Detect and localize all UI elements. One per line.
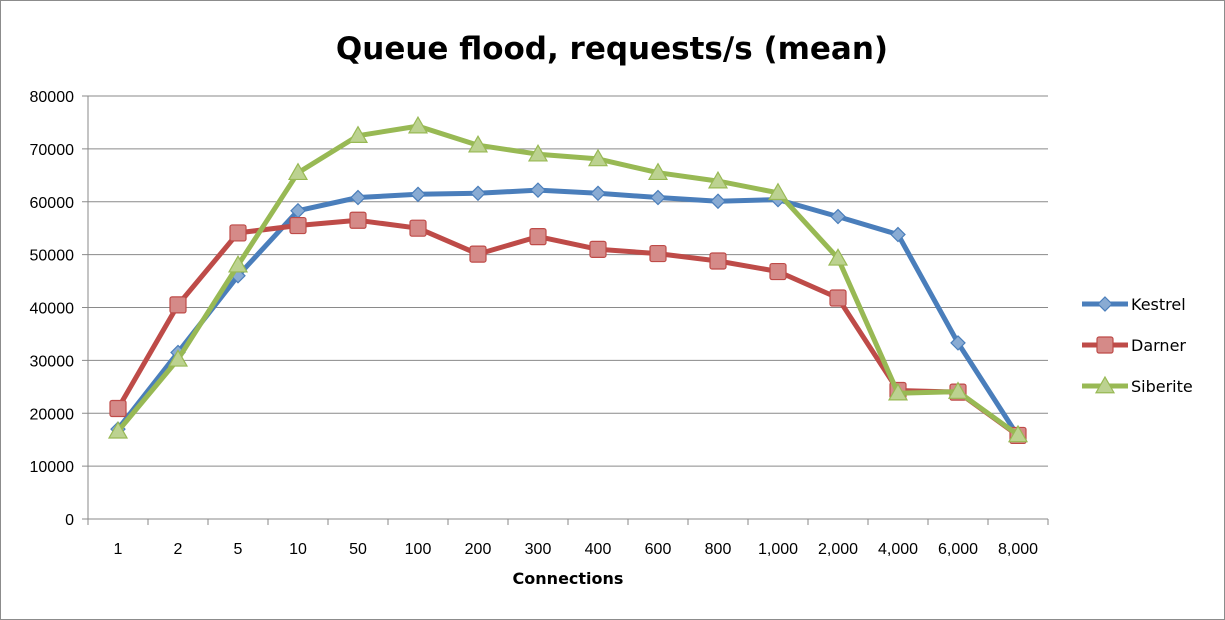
data-point-siberite	[227, 254, 249, 273]
x-axis-ticks: 1 2 5 10 50 100 200 300 400 600 800 1,000 2,000 4,000…	[114, 541, 1039, 558]
x-tick-label: 400	[585, 541, 612, 558]
data-point-darner	[469, 245, 487, 263]
data-point-siberite	[527, 143, 549, 162]
legend-marker	[1097, 296, 1113, 312]
series-siberite	[107, 115, 1029, 443]
data-point-kestrel	[650, 189, 666, 206]
legend: Kestrel Darner Siberite	[1082, 295, 1193, 396]
data-point-kestrel	[350, 189, 366, 206]
data-point-siberite	[767, 182, 789, 201]
data-point-kestrel	[830, 208, 846, 225]
x-tick-label: 10	[289, 541, 307, 558]
data-point-darner	[229, 224, 247, 242]
legend-label: Kestrel	[1131, 295, 1186, 314]
data-point-siberite	[587, 148, 609, 167]
y-tick-label: 60000	[30, 195, 75, 212]
y-tick-label: 70000	[30, 142, 75, 159]
data-point-darner	[829, 289, 847, 307]
series-kestrel	[110, 182, 1026, 444]
data-point-siberite	[167, 349, 189, 367]
x-tick-label: 6,000	[938, 541, 978, 558]
data-point-kestrel	[530, 182, 546, 198]
x-tick-label: 2	[174, 541, 183, 558]
data-point-siberite	[107, 421, 129, 439]
data-point-darner	[409, 219, 427, 237]
x-tick-label: 300	[525, 541, 552, 558]
y-tick-label: 10000	[30, 459, 75, 476]
series-line-darner	[115, 217, 1020, 438]
data-point-siberite	[827, 248, 849, 266]
legend-label: Siberite	[1131, 377, 1193, 396]
series-group	[107, 115, 1029, 445]
data-point-kestrel	[470, 185, 486, 202]
data-point-kestrel	[890, 226, 906, 243]
y-tick-label: 0	[65, 512, 74, 529]
y-tick-label: 80000	[30, 89, 75, 106]
y-tick-label: 30000	[30, 353, 75, 370]
data-point-siberite	[887, 382, 909, 401]
gridlines	[88, 95, 1048, 467]
data-point-siberite	[707, 170, 729, 189]
legend-marker	[1096, 336, 1114, 354]
data-point-kestrel	[950, 335, 966, 351]
x-tick-label: 200	[465, 541, 492, 558]
x-tick-label: 1,000	[758, 541, 798, 558]
data-point-siberite	[287, 162, 309, 181]
x-tick-label: 100	[405, 541, 432, 558]
legend-item-kestrel: Kestrel	[1082, 295, 1186, 314]
data-point-siberite	[347, 125, 369, 144]
y-tick-label: 20000	[30, 406, 75, 423]
data-point-kestrel	[710, 193, 726, 210]
data-point-siberite	[1007, 424, 1029, 443]
x-tick-label: 50	[349, 541, 367, 558]
axes	[82, 95, 1049, 525]
legend-marker	[1094, 375, 1116, 394]
data-point-siberite	[467, 134, 489, 153]
data-point-siberite	[947, 381, 969, 399]
data-point-darner	[529, 228, 547, 246]
data-point-darner	[769, 262, 787, 281]
data-point-siberite	[407, 115, 429, 134]
x-tick-label: 800	[705, 541, 732, 558]
x-tick-label: 8,000	[998, 541, 1038, 558]
legend-label: Darner	[1131, 336, 1186, 355]
series-line-siberite	[116, 123, 1020, 437]
x-tick-label: 5	[234, 541, 243, 558]
data-point-darner	[349, 211, 367, 229]
data-point-darner	[109, 399, 127, 418]
y-tick-label: 40000	[30, 301, 75, 318]
data-point-darner	[589, 240, 607, 258]
data-point-darner	[709, 252, 727, 270]
y-tick-label: 50000	[30, 248, 75, 265]
data-point-darner	[289, 216, 307, 235]
chart-title: Queue flood, requests/s (mean)	[336, 31, 888, 67]
y-axis-ticks: 0 10000 20000 30000 40000 50000 60000 70000 8000…	[30, 89, 75, 529]
x-tick-label: 600	[645, 541, 672, 558]
data-point-darner	[169, 296, 187, 314]
data-point-kestrel	[590, 185, 606, 202]
series-line-kestrel	[116, 187, 1021, 438]
x-tick-label: 1	[114, 541, 123, 558]
x-tick-label: 4,000	[878, 541, 918, 558]
legend-item-siberite: Siberite	[1082, 375, 1193, 396]
data-point-kestrel	[410, 186, 426, 203]
x-axis-title: Connections	[513, 569, 624, 588]
x-tick-label: 2,000	[818, 541, 858, 558]
legend-item-darner: Darner	[1082, 336, 1186, 355]
data-point-darner	[649, 244, 667, 263]
data-point-siberite	[647, 162, 669, 181]
